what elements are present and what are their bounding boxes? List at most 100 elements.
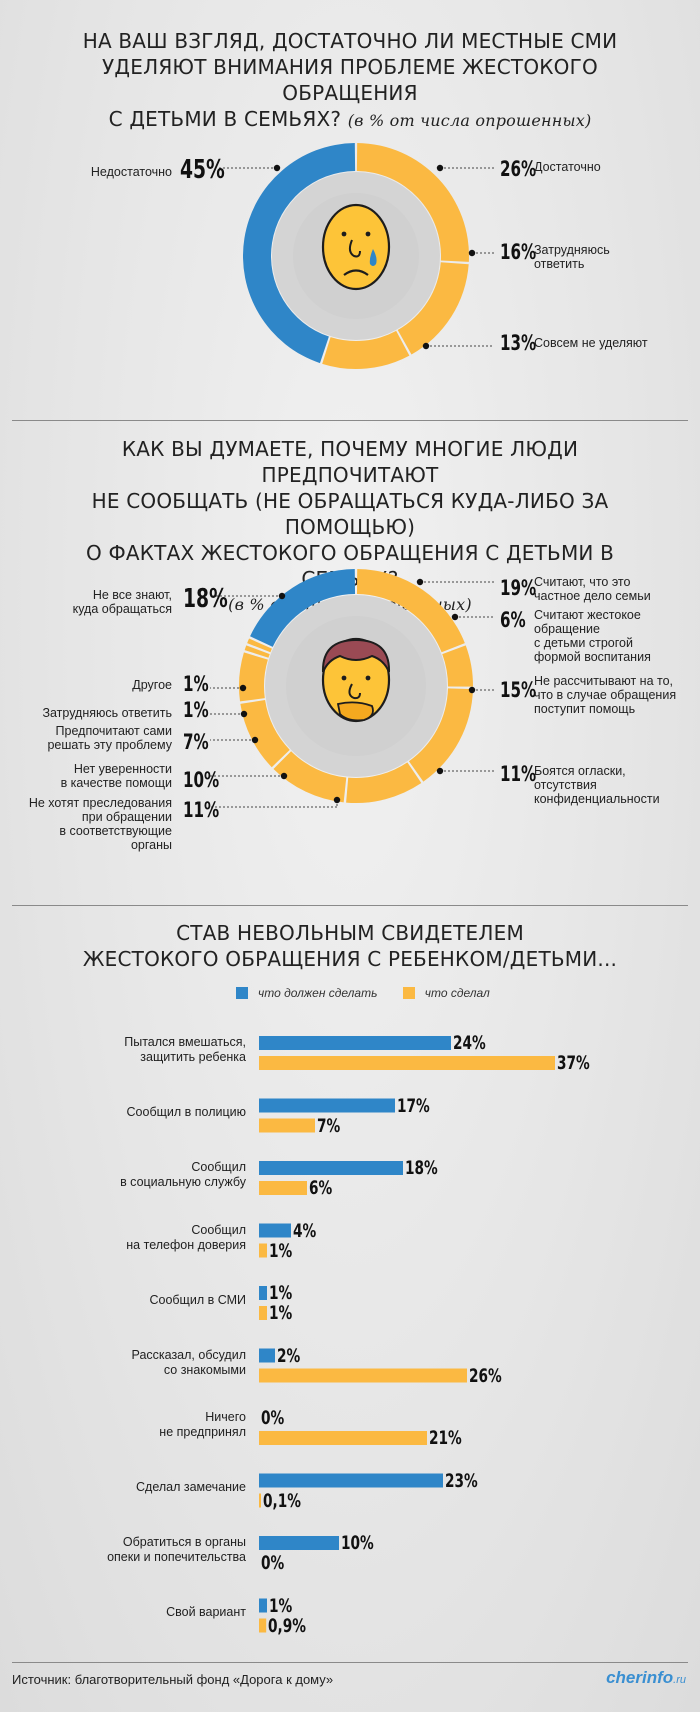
- pie1-pct-3: 13%: [500, 331, 537, 355]
- pie1-leader-2-dot: [468, 249, 476, 257]
- pie2-slice-7: [244, 645, 270, 658]
- bar-should-3: [259, 1223, 291, 1238]
- pie1-pct-2: 16%: [500, 240, 537, 264]
- bar-value-should-6: 0%: [261, 1407, 285, 1429]
- pie2-pct-0: 19%: [500, 576, 537, 600]
- legend-swatch-should: [236, 987, 248, 999]
- bar-did-2: [259, 1181, 307, 1195]
- bar-should-9: [259, 1598, 267, 1613]
- pie2-slice-0: [356, 569, 465, 653]
- q1-subtitle: (в % от числа опрошенных): [347, 111, 592, 130]
- pie2-slice-8: [247, 638, 272, 653]
- pie2-label-1: Считают жестокое обращение с детьми строго…: [534, 608, 651, 664]
- pie2-leader-6-dot: [251, 736, 259, 744]
- pie2-pct-8: 1%: [183, 672, 209, 696]
- crying-face-icon: [321, 203, 391, 291]
- q3-title: СТАВ НЕВОЛЬНЫМ СВИДЕТЕЛЕМ ЖЕСТОКОГО ОБРА…: [40, 920, 660, 972]
- pie2-slice-6: [239, 652, 268, 702]
- pie2-slice-4: [273, 751, 347, 803]
- bar-should-7: [259, 1473, 443, 1488]
- bar-value-should-2: 18%: [405, 1157, 438, 1179]
- pie1-slice-0: [243, 143, 356, 364]
- worried-face-nose: [348, 683, 361, 700]
- bar-value-should-9: 1%: [269, 1594, 293, 1617]
- pie2-label-6: Предпочитают сами решать эту проблему: [47, 724, 172, 752]
- bar-should-4: [259, 1286, 267, 1300]
- bar-category-2: Сообщил в социальную службу: [120, 1160, 246, 1189]
- bar-did-7: [259, 1493, 261, 1508]
- bar-should-0: [259, 1036, 451, 1050]
- q3-title-line1: СТАВ НЕВОЛЬНЫМ СВИДЕТЕЛЕМ: [176, 921, 524, 945]
- bar-did-0: [259, 1056, 555, 1070]
- pie1-leader-1-dot: [436, 164, 444, 172]
- logo-suffix: .ru: [673, 1674, 686, 1686]
- pie2-label-7: Затрудняюсь ответить: [42, 706, 172, 720]
- bar-did-1: [259, 1118, 315, 1133]
- bar-category-8: Обратиться в органы опеки и попечительств…: [107, 1535, 246, 1564]
- bar-value-should-8: 10%: [341, 1532, 374, 1554]
- bar-should-8: [259, 1536, 339, 1550]
- hand-over-mouth-icon: [336, 701, 374, 722]
- legend-did-label: что сделал: [424, 986, 490, 1000]
- crying-face-eye-right: [365, 231, 371, 237]
- q3-title-line2: ЖЕСТОКОГО ОБРАЩЕНИЯ С РЕБЕНКОМ/ДЕТЬМИ...: [82, 947, 618, 971]
- pie1-leader-0-dot: [273, 164, 281, 172]
- bar-did-9: [259, 1618, 267, 1633]
- footer-divider: [12, 1662, 688, 1663]
- pie1-pct-0: 45%: [180, 155, 225, 185]
- pie1-slice-2: [397, 262, 469, 355]
- bar-value-should-4: 1%: [269, 1282, 293, 1304]
- bar-value-should-3: 4%: [293, 1219, 317, 1242]
- pie2-slice-3: [346, 762, 422, 803]
- pie1-label-1: Достаточно: [534, 160, 601, 174]
- q1-title-line1: НА ВАШ ВЗГЛЯД, ДОСТАТОЧНО ЛИ МЕСТНЫЕ СМИ: [82, 29, 618, 53]
- pie2-label-3: Боятся огласки, отсутствия конфиденциально…: [534, 764, 660, 806]
- q2-title: КАК ВЫ ДУМАЕТЕ, ПОЧЕМУ МНОГИЕ ЛЮДИ ПРЕДП…: [40, 436, 660, 618]
- logo-text: cherinfo: [606, 1668, 674, 1687]
- bar-should-2: [259, 1161, 403, 1175]
- tear-icon: [369, 249, 377, 266]
- bar-value-did-1: 7%: [317, 1114, 341, 1137]
- q1-title-line2: УДЕЛЯЮТ ВНИМАНИЯ ПРОБЛЕМЕ ЖЕСТОКОГО ОБРА…: [102, 55, 598, 105]
- pie1-label-0: Недостаточно: [90, 165, 172, 179]
- crying-face-nose: [348, 239, 361, 258]
- pie2-leader-2-dot: [468, 686, 476, 694]
- pie1-pct-1: 26%: [500, 157, 537, 181]
- bar-value-did-2: 6%: [309, 1177, 333, 1199]
- pie2-pct-1: 6%: [500, 608, 526, 632]
- pie2-slice-5: [240, 700, 290, 768]
- pie1-slice-3: [322, 330, 410, 369]
- bar-value-did-3: 1%: [269, 1239, 293, 1262]
- pie2-pct-9: 18%: [183, 584, 228, 614]
- bar-value-did-6: 21%: [429, 1427, 462, 1449]
- footer-source: Источник: благотворительный фонд «Дорога…: [12, 1672, 334, 1687]
- bar-value-should-7: 23%: [445, 1469, 478, 1492]
- bar-value-did-4: 1%: [269, 1302, 293, 1324]
- bar-value-should-1: 17%: [397, 1094, 430, 1117]
- q1-title: НА ВАШ ВЗГЛЯД, ДОСТАТОЧНО ЛИ МЕСТНЫЕ СМИ…: [40, 28, 660, 134]
- pie2-slice-9: [250, 569, 356, 647]
- worried-face-hair: [321, 638, 391, 673]
- pie2-slice-2: [408, 688, 473, 782]
- bar-should-5: [259, 1348, 275, 1363]
- pie2-leader-3-dot: [436, 767, 444, 775]
- bar-did-5: [259, 1368, 467, 1383]
- pie2-label-9: Не все знают, куда обращаться: [72, 588, 172, 616]
- bar-value-did-8: 0%: [261, 1552, 285, 1574]
- pie2-leader-7-dot: [240, 710, 248, 718]
- bar-did-3: [259, 1243, 267, 1258]
- pie2-leader-5-dot: [280, 772, 288, 780]
- bar-category-4: Сообщил в СМИ: [149, 1292, 246, 1307]
- pie1-label-2: Затрудняюсь ответить: [534, 243, 610, 271]
- pie2-pct-4: 11%: [183, 798, 220, 822]
- pie2-pct-2: 15%: [500, 678, 537, 702]
- q1-title-line3: С ДЕТЬМИ В СЕМЬЯХ?: [108, 107, 342, 131]
- divider-1: [12, 420, 688, 421]
- bar-value-should-5: 2%: [277, 1344, 301, 1367]
- bar-category-1: Сообщил в полицию: [126, 1105, 246, 1119]
- cherinfo-logo: cherinfo.ru: [606, 1668, 686, 1688]
- divider-2: [12, 905, 688, 906]
- bar-category-6: Ничего не предпринял: [159, 1410, 246, 1439]
- bar-value-should-0: 24%: [453, 1032, 486, 1054]
- pie1-label-3: Совсем не уделяют: [534, 336, 648, 350]
